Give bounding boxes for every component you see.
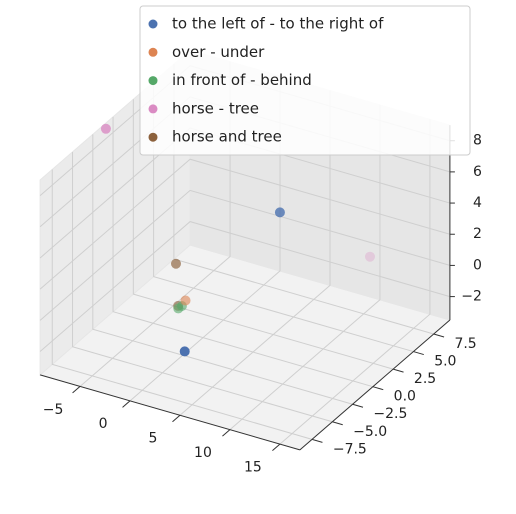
legend-label: over - under — [172, 43, 265, 61]
legend-marker — [148, 47, 158, 57]
z-tick-label: 0 — [473, 257, 482, 273]
point — [173, 303, 184, 314]
y-tick-label: −2.5 — [373, 406, 407, 422]
x-tick — [72, 386, 81, 394]
y-tick — [352, 403, 364, 408]
axis-line — [39, 374, 301, 451]
point — [170, 258, 181, 269]
point — [364, 251, 375, 262]
x-tick — [222, 429, 231, 437]
legend-marker — [148, 132, 158, 142]
y-tick-label: −7.5 — [333, 441, 367, 457]
y-tick — [393, 368, 404, 373]
x-tick — [172, 414, 181, 423]
x-tick-label: 0 — [99, 416, 108, 432]
grid-line — [229, 104, 381, 431]
grid-line — [92, 134, 353, 405]
y-tick — [372, 386, 384, 391]
x-tick-label: −5 — [43, 402, 64, 418]
x-tick-label: 15 — [244, 459, 262, 475]
point — [179, 346, 190, 357]
x-tick-label: 5 — [149, 431, 158, 447]
y-tick-label: −5.0 — [353, 424, 387, 440]
y-tick-label: 5.0 — [434, 354, 456, 370]
y-tick — [311, 438, 323, 443]
y-tick-label: 7.5 — [454, 336, 476, 352]
point — [180, 295, 191, 306]
grid-line — [72, 151, 333, 423]
grid-line — [279, 119, 431, 445]
y-tick — [413, 351, 424, 356]
grid-line — [112, 116, 374, 388]
legend-label: horse and tree — [172, 128, 282, 146]
legend-marker — [148, 104, 158, 114]
x-tick-label: 10 — [194, 445, 212, 461]
grid-line — [39, 221, 451, 352]
z-tick-label: 2 — [473, 226, 482, 242]
legend-marker — [148, 19, 158, 29]
z-tick-label: 6 — [473, 164, 482, 180]
legend-marker — [148, 76, 158, 86]
grid-line — [39, 158, 451, 290]
grid-line — [39, 189, 451, 321]
z-tick-label: 4 — [473, 195, 482, 211]
legend-label: horse - tree — [172, 99, 259, 117]
legend-label: in front of - behind — [172, 71, 312, 89]
grid-line — [51, 169, 313, 440]
y-tick — [332, 421, 343, 426]
point — [274, 207, 285, 218]
legend-box — [139, 5, 471, 156]
y-tick-label: 2.5 — [414, 371, 436, 387]
z-tick-label: 8 — [473, 133, 482, 149]
z-tick-label: −2 — [461, 289, 482, 305]
x-tick — [122, 400, 131, 408]
y-tick-label: 0.0 — [394, 389, 416, 405]
legend: to the left of - to the right of over - u… — [139, 5, 471, 156]
legend-label: to the left of - to the right of — [172, 15, 384, 33]
y-tick — [433, 333, 445, 338]
point — [100, 123, 111, 134]
grid-line — [132, 99, 394, 370]
x-tick — [272, 443, 281, 451]
axis-line — [299, 319, 451, 451]
